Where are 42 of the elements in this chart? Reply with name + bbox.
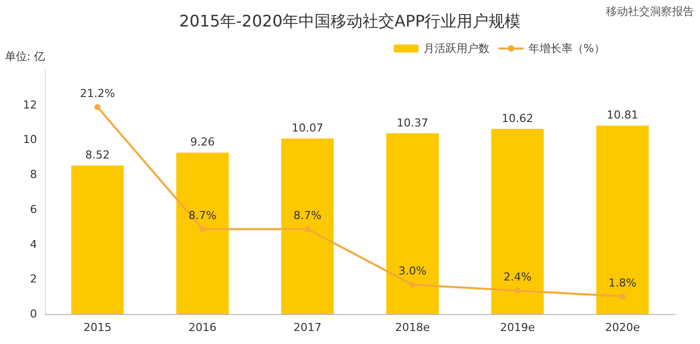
legend-label: 月活跃用户数 [424, 42, 490, 55]
chart-title: 2015年-2020年中国移动社交APP行业用户规模 [179, 12, 521, 30]
point [620, 293, 626, 300]
data-label: 9.26 [190, 136, 215, 149]
bar [596, 126, 649, 314]
bar [281, 138, 334, 314]
y-tick-label: 2 [30, 272, 37, 286]
point [410, 282, 416, 288]
point [304, 226, 310, 232]
y-tick-label: 6 [30, 202, 37, 216]
data-label: 8.7% [188, 209, 216, 222]
y-tick-label: 8 [30, 168, 37, 182]
bar [386, 133, 439, 314]
y-axis-title: 单位: 亿 [4, 50, 45, 63]
text: 移动社交洞察报告 [606, 5, 694, 18]
data-label: 10.62 [502, 112, 534, 125]
legend-label: 年增长率（%） [528, 42, 605, 55]
x-tick-label: 2020e [605, 321, 640, 334]
data-label: 8.7% [294, 209, 322, 222]
y-tick-label: 0 [30, 308, 37, 320]
data-label: 10.37 [396, 116, 428, 130]
point [514, 288, 520, 294]
x-tick-label: 2015 [84, 321, 112, 334]
y-tick-label: 10 [23, 133, 37, 146]
bar [491, 128, 544, 314]
data-label: 2.4% [504, 270, 532, 284]
x-tick-label: 2017 [294, 321, 322, 334]
bar [71, 166, 124, 314]
x-tick-label: 2019e [500, 321, 536, 334]
bar [176, 152, 229, 314]
data-label: 21.2% [80, 87, 115, 100]
point [94, 104, 100, 110]
x-tick-label: 2016 [188, 321, 216, 334]
x-tick-label: 2018e [395, 321, 430, 334]
data-label: 8.52 [85, 148, 110, 162]
y-tick-label: 12 [23, 98, 37, 112]
data-label: 3.0% [398, 264, 426, 278]
data-label: 10.07 [292, 121, 324, 134]
data-label: 1.8% [608, 276, 636, 290]
y-tick-label: 4 [30, 238, 37, 251]
data-label: 10.81 [606, 108, 638, 122]
point [200, 226, 206, 232]
